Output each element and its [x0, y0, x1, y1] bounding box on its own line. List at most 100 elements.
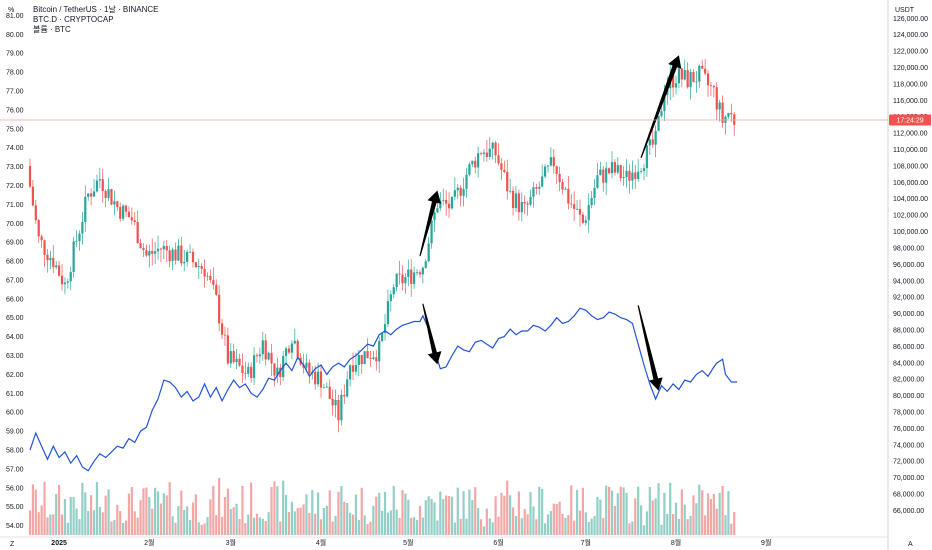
candle-body	[346, 379, 349, 397]
candle-body	[305, 362, 308, 368]
volume-bar	[69, 496, 72, 535]
volume-bar	[462, 491, 465, 535]
volume-bar	[666, 513, 669, 535]
volume-bar	[66, 522, 69, 535]
candle-body	[386, 301, 390, 325]
volume-bar	[523, 508, 526, 535]
volume-bar	[587, 522, 590, 535]
candle-body	[40, 236, 43, 241]
grid	[0, 0, 889, 550]
volume-bar	[628, 523, 631, 535]
volume-bar	[52, 514, 55, 535]
volume-bar	[637, 486, 640, 535]
auto-scale-button[interactable]: A	[908, 541, 913, 548]
volume-bar	[92, 510, 96, 535]
volume-bar	[477, 507, 480, 535]
candle-body	[366, 351, 369, 359]
legend-symbol[interactable]: Bitcoin / TetherUS · 1날 · BINANCE	[33, 5, 159, 14]
volume-bar	[529, 491, 532, 535]
candle-body	[215, 284, 218, 295]
volume-bar	[145, 487, 148, 535]
candle-body	[314, 371, 317, 385]
candle-body	[619, 165, 622, 179]
left-tick-label: 76.00	[6, 107, 24, 114]
right-axis[interactable]: 126,000.00 124,000.00 122,000.00 120,000.00…	[889, 16, 931, 515]
left-tick-label: 80.00	[6, 32, 24, 39]
volume-bar	[427, 496, 430, 535]
volume-bar	[526, 514, 529, 535]
time-tick-label: 7월	[581, 538, 591, 547]
candle-body	[284, 348, 288, 356]
volume-bar	[558, 501, 561, 535]
volume-bar	[354, 494, 358, 535]
volume-bar	[401, 490, 404, 535]
candle-body	[500, 163, 503, 170]
candle-body	[110, 189, 113, 205]
candle-body	[84, 196, 87, 223]
volume-bar	[229, 509, 232, 535]
candle-body	[698, 65, 701, 82]
candle-body	[95, 180, 99, 192]
volume-bar	[383, 491, 387, 535]
left-tick-label: 60.00	[6, 410, 24, 417]
candle-body	[212, 279, 215, 285]
candle-body	[241, 365, 244, 373]
candle-body	[625, 170, 628, 178]
left-tick-label: 71.00	[6, 202, 24, 209]
volume-bar	[724, 515, 727, 535]
candle-body	[404, 276, 407, 284]
volume-bar	[445, 495, 448, 535]
volume-bar	[55, 493, 58, 535]
candle-body	[113, 201, 116, 205]
candle-body	[252, 355, 256, 379]
legend-volume[interactable]: 볼륨 · BTC	[33, 25, 71, 34]
left-tick-label: 72.00	[6, 183, 24, 190]
volume-bar	[602, 518, 605, 535]
time-axis[interactable]: 2025 2월 3월 4월 5월 6월 7월 8월 9월	[51, 538, 771, 547]
candle-body	[677, 68, 681, 84]
candle-body	[363, 351, 366, 365]
right-tick-label: 108,000.00	[893, 163, 928, 170]
volume-bar	[250, 482, 253, 535]
left-tick-label: 69.00	[6, 240, 24, 247]
price-tag	[889, 114, 931, 126]
right-tick-label: 68,000.00	[893, 491, 924, 498]
corner-left-label[interactable]: Z	[10, 541, 15, 548]
volume-bar	[584, 512, 587, 535]
legend-dominance[interactable]: BTC.D · CRYPTOCAP	[33, 15, 114, 24]
candle-body	[570, 203, 573, 205]
volume-bar	[366, 523, 369, 535]
volume-bar	[273, 481, 276, 535]
candle-body	[107, 189, 110, 198]
volume-bar	[500, 492, 503, 535]
candle-body	[52, 257, 55, 268]
volume-bar	[613, 505, 617, 535]
candle-body	[319, 371, 323, 388]
candle-body	[442, 199, 445, 201]
right-tick-label: 106,000.00	[893, 180, 928, 187]
volume-bar	[156, 491, 160, 535]
candle-body	[130, 217, 133, 221]
arrow-annotation	[637, 305, 663, 391]
candle-body	[672, 75, 675, 88]
volume-bar	[660, 524, 663, 535]
volume-bar	[180, 490, 183, 535]
candle-body	[706, 73, 710, 86]
volume-bar	[543, 523, 547, 535]
volume-bar	[244, 523, 247, 535]
left-tick-label: 57.00	[6, 466, 24, 473]
candle-body	[575, 209, 579, 210]
candle-body	[255, 355, 259, 357]
volume-bar	[124, 520, 128, 535]
time-tick-label: 6월	[493, 538, 503, 547]
candle-body	[322, 387, 326, 389]
candle-body	[191, 251, 195, 263]
candle-body	[165, 245, 168, 251]
volume-bar	[698, 484, 701, 535]
candle-body	[124, 205, 128, 212]
volume-bar	[247, 514, 250, 535]
volume-bar	[669, 482, 672, 535]
candle-body	[718, 102, 721, 110]
volume-bar	[715, 508, 718, 535]
